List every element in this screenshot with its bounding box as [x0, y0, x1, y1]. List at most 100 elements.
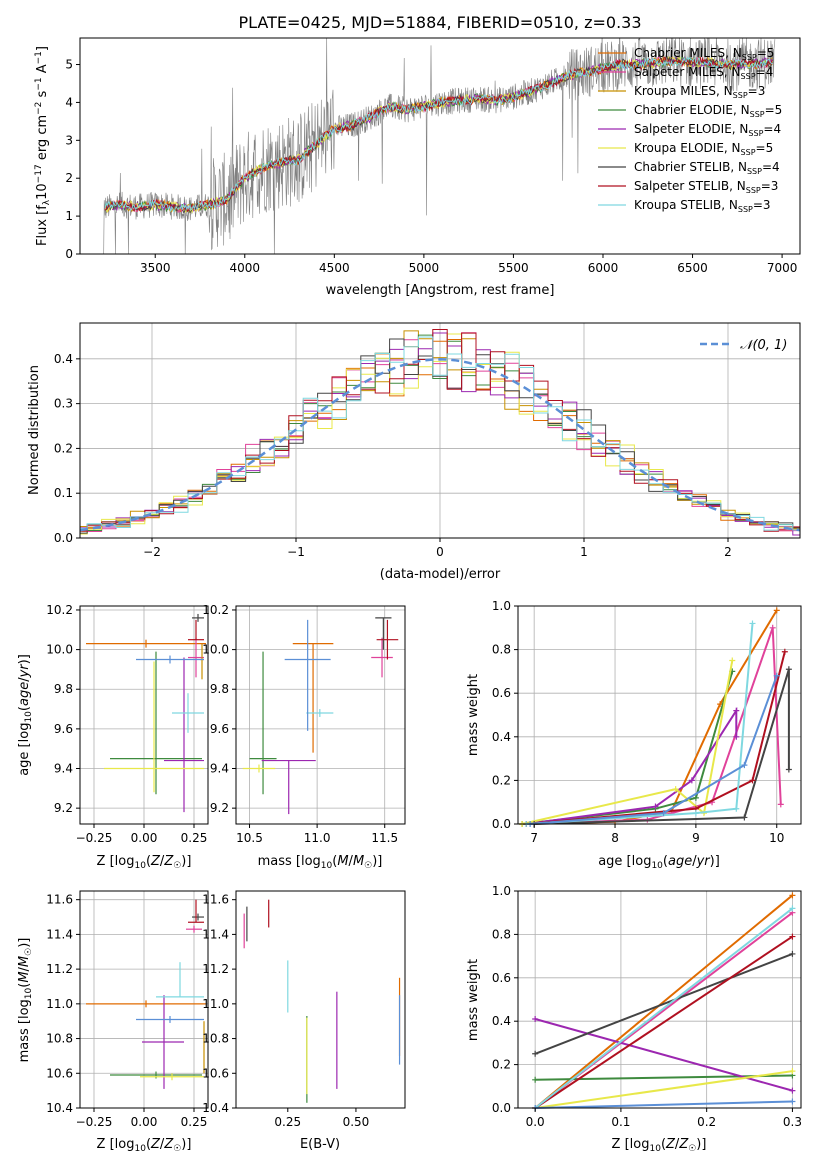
age_vs_Z-ytick-label-2: 9.6 — [54, 722, 73, 736]
residuals-xtick-label-0: −2 — [143, 545, 161, 559]
age_vs_Z-ytick-label-0: 9.2 — [54, 801, 73, 815]
age-vs-mass-panel: 10.5 11.0 11.5 9.2 9.4 9.6 9.8 10.0 10.2 mass [l… — [202, 603, 406, 871]
mass_vs_ebv-ytick-label-1: 10.6 — [202, 1066, 229, 1080]
spectrum-xlabel: wavelength [Angstrom, rest frame] — [326, 283, 555, 298]
age-vs-mass-grid — [236, 606, 405, 824]
residuals-xtick-label-3: 1 — [580, 545, 588, 559]
mass_weight_vs_Z-marker-3-1 — [789, 1087, 796, 1094]
residual-histogram-5 — [80, 333, 800, 535]
mass_weight_vs_Z-line-0 — [534, 894, 794, 1109]
mass-vs-ebv-frame — [235, 890, 406, 1109]
mass-weight-vs-Z-panel: 0.0 0.1 0.2 0.3 0.0 0.2 0.4 0.6 0.8 1.0 Z [log10(… — [466, 884, 802, 1154]
mass_weight_vs_age-marker-1-4 — [777, 801, 784, 808]
mass_weight_vs_age-line-7 — [526, 623, 754, 825]
spectrum-xtick-label-3: 5000 — [409, 261, 440, 275]
spectrum-marks — [101, 38, 776, 254]
legend-label-7: Salpeter STELIB, NSSP=3 — [634, 179, 778, 195]
mass_weight_vs_age-marker-6-2 — [749, 777, 756, 784]
mass-vs-Z-ticks: −0.25 0.00 0.25 10.4 10.6 10.8 11.0 11.2 11.4 11.… — [46, 893, 207, 1129]
mass_weight_vs_Z-xtick-label-1: 0.1 — [611, 1115, 630, 1129]
mass-vs-Z-marks — [86, 899, 206, 1089]
age_vs_mass-ytick-label-1: 9.4 — [210, 762, 229, 776]
mass_weight_vs_age-ytick-label-0: 0.0 — [492, 817, 511, 831]
age-vs-Z-ylabel: age [log10(age/yr)] — [17, 654, 34, 776]
legend-label-5: Kroupa ELODIE, NSSP=5 — [634, 141, 773, 157]
spectrum-panel: 3500 4000 4500 5000 5500 6000 6500 7000 0 1 2 3 4 5 w… — [34, 37, 801, 298]
spectrum-ytick-label-3: 3 — [65, 133, 73, 147]
age_vs_mass-ytick-label-0: 9.2 — [210, 801, 229, 815]
mass-vs-Z-ylabel: mass [log10(M/M☉)] — [17, 938, 34, 1063]
age-vs-mass-frame — [235, 605, 406, 825]
mass_weight_vs_Z-ytick-label-2: 0.4 — [492, 1014, 511, 1028]
mass_vs_ebv-ytick-label-2: 10.8 — [202, 1032, 229, 1046]
spectrum-legend: Chabrier MILES, NSSP=5 Salpeter MILES, NS… — [598, 46, 782, 214]
age_vs_mass-ytick-label-5: 10.2 — [202, 603, 229, 617]
mass_weight_vs_Z-xtick-label-2: 0.2 — [697, 1115, 716, 1129]
residuals-ytick-label-2: 0.2 — [54, 441, 73, 455]
mass_vs_Z-xtick-label-2: 0.25 — [181, 1115, 208, 1129]
age_vs_mass-ytick-label-4: 10.0 — [202, 643, 229, 657]
age_vs_Z-xtick-label-2: 0.25 — [181, 831, 208, 845]
residuals-panel: −2 −1 0 1 2 0.0 0.1 0.2 0.3 0.4 (data-model)/erro… — [27, 322, 801, 582]
spectrum-ticks: 3500 4000 4500 5000 5500 6000 6500 7000 0 1 2 3 4 5 — [65, 58, 797, 275]
mass_vs_ebv-ytick-label-6: 11.6 — [202, 893, 229, 907]
mass-weight-vs-Z-xlabel: Z [log10(Z/Z☉)] — [612, 1137, 707, 1154]
spectrum-xtick-label-0: 3500 — [140, 261, 171, 275]
age_vs_Z-ytick-label-4: 10.0 — [46, 643, 73, 657]
age-vs-Z-panel: −0.25 0.00 0.25 9.2 9.4 9.6 9.8 10.0 10.2 Z [log… — [17, 603, 209, 871]
mass_weight_vs_age-marker-4-3 — [729, 657, 736, 664]
spectrum-ytick-label-5: 5 — [65, 58, 73, 72]
mass_weight_vs_Z-line-6 — [534, 935, 793, 1109]
mass_weight_vs_age-xtick-label-1: 8 — [611, 831, 619, 845]
mass_weight_vs_age-marker-5-1 — [741, 814, 748, 821]
mass_weight_vs_Z-xtick-label-3: 0.3 — [783, 1115, 802, 1129]
legend-label-6: Chabrier STELIB, NSSP=4 — [634, 160, 780, 176]
mass_weight_vs_age-marker-5-2 — [785, 666, 792, 673]
mass-weight-vs-age-xlabel: age [log10(age/yr)] — [598, 854, 720, 871]
mass_weight_vs_Z-ytick-label-3: 0.6 — [492, 971, 511, 985]
mass_vs_Z-ytick-label-5: 11.4 — [46, 927, 73, 941]
mass_weight_vs_Z-line-3 — [534, 1018, 793, 1092]
mass_weight_vs_Z-ytick-label-1: 0.2 — [492, 1058, 511, 1072]
mass-vs-ebv-xlabel: E(B-V) — [300, 1137, 340, 1152]
mass-weight-vs-age-ticks: 7 8 9 10 0.0 0.2 0.4 0.6 0.8 1.0 — [492, 599, 784, 845]
residuals-xlabel: (data-model)/error — [380, 567, 501, 582]
age-vs-Z-xlabel: Z [log10(Z/Z☉)] — [97, 854, 192, 871]
mass-weight-vs-age-frame — [517, 605, 802, 825]
mass_weight_vs_age-ytick-label-3: 0.6 — [492, 686, 511, 700]
mass_vs_ebv-xtick-label-1: 0.50 — [343, 1115, 370, 1129]
age_vs_mass-xtick-label-2: 11.5 — [371, 831, 398, 845]
spectrum-ytick-label-0: 0 — [65, 247, 73, 261]
mass_vs_Z-ytick-label-0: 10.4 — [46, 1101, 73, 1115]
age_vs_Z-xtick-label-1: 0.00 — [131, 831, 158, 845]
mass_weight_vs_age-marker-8-1 — [660, 810, 667, 817]
spectrum-ytick-label-4: 4 — [65, 95, 73, 109]
residuals-ytick-label-3: 0.3 — [54, 397, 73, 411]
mass_weight_vs_age-marker-1-3 — [769, 624, 776, 631]
mass-vs-ebv-ticks: 0.25 0.50 10.4 10.6 10.8 11.0 11.2 11.4 11.6 — [202, 893, 369, 1129]
residual-histogram-8 — [80, 336, 800, 531]
spectrum-xtick-label-4: 5500 — [498, 261, 529, 275]
normal-curve — [80, 358, 800, 532]
age_vs_mass-xtick-label-1: 11.0 — [304, 831, 331, 845]
age-vs-mass-marks — [242, 617, 399, 815]
spectrum-xtick-label-5: 6000 — [588, 261, 619, 275]
mass-weight-vs-Z-marks — [532, 892, 796, 1111]
mass_vs_Z-xtick-label-0: −0.25 — [76, 1115, 113, 1129]
mass_weight_vs_Z-xtick-label-0: 0.0 — [526, 1115, 545, 1129]
mass_vs_ebv-ytick-label-5: 11.4 — [202, 927, 229, 941]
mass_weight_vs_age-xtick-label-2: 9 — [692, 831, 700, 845]
mass-vs-Z-panel: −0.25 0.00 0.25 10.4 10.6 10.8 11.0 11.2 11.4 11.… — [17, 890, 209, 1154]
mass_vs_ebv-ytick-label-0: 10.4 — [202, 1101, 229, 1115]
mass_weight_vs_age-marker-6-3 — [781, 648, 788, 655]
residuals-ticks: −2 −1 0 1 2 0.0 0.1 0.2 0.3 0.4 — [54, 352, 732, 559]
spectrum-xtick-label-2: 4500 — [319, 261, 350, 275]
mass_weight_vs_Z-marker-4-1 — [789, 1068, 796, 1075]
legend-label-0: Chabrier MILES, NSSP=5 — [634, 46, 774, 62]
mass-weight-vs-Z-ticks: 0.0 0.1 0.2 0.3 0.0 0.2 0.4 0.6 0.8 1.0 — [492, 884, 802, 1129]
mass-weight-vs-Z-frame — [517, 890, 802, 1109]
mass_vs_Z-ytick-label-4: 11.2 — [46, 962, 73, 976]
mass_weight_vs_age-marker-8-2 — [741, 762, 748, 769]
mass_vs_Z-ytick-label-2: 10.8 — [46, 1032, 73, 1046]
